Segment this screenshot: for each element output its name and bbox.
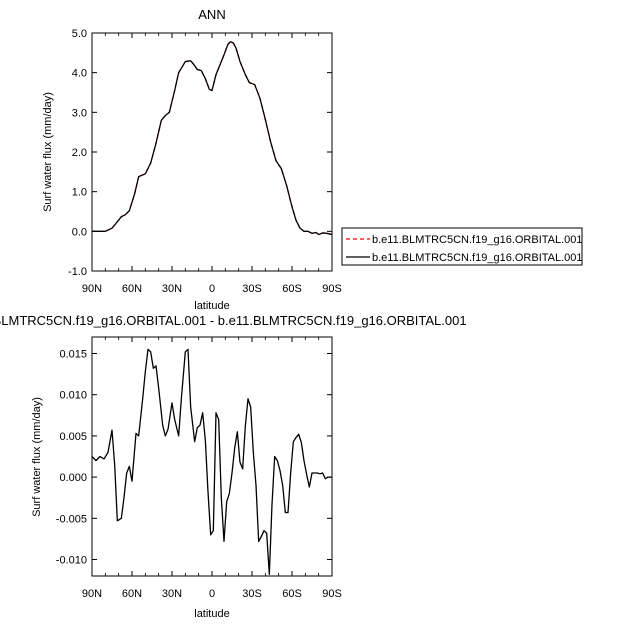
top-y-tick-label: -1.0: [68, 266, 87, 278]
bottom-y-tick-label: -0.005: [56, 513, 87, 525]
bottom-x-tick-label: 90S: [322, 588, 342, 600]
bottom-y-tick-label: 0.015: [59, 348, 87, 360]
bottom-y-tick-label: 0.000: [59, 472, 87, 484]
bottom-x-tick-label: 90N: [82, 588, 102, 600]
top-x-tick-label: 60S: [282, 283, 302, 295]
bottom-x-tick-label: 60S: [282, 588, 302, 600]
top-x-tick-label: 90N: [82, 283, 102, 295]
bottom-y-tick-label: -0.010: [56, 555, 87, 567]
top-y-axis-label: Surf water flux (mm/day): [42, 92, 54, 212]
bottom-x-axis-label: latitude: [194, 608, 229, 620]
top-plot-frame: [91, 32, 333, 272]
top-chart-title: ANN: [198, 7, 225, 22]
top-y-tick-label: 1.0: [72, 187, 87, 199]
legend-entry-1: b.e11.BLMTRC5CN.f19_g16.ORBITAL.001: [372, 234, 583, 246]
top-x-tick-label: 30N: [162, 283, 182, 295]
bottom-panel: b.e11.BLMTRC5CN.f19_g16.ORBITAL.001 - b.…: [0, 313, 467, 620]
top-x-tick-label: 60N: [122, 283, 142, 295]
top-x-tick-label: 30S: [242, 283, 262, 295]
top-y-tick-label: 2.0: [72, 147, 87, 159]
top-y-tick-label: 3.0: [72, 107, 87, 119]
top-series-line-2: [92, 41, 333, 236]
bottom-y-tick-label: 0.010: [59, 390, 87, 402]
bottom-x-tick-label: 0: [209, 588, 215, 600]
bottom-x-tick-label: 30S: [242, 588, 262, 600]
top-y-tick-label: 4.0: [72, 68, 87, 80]
bottom-series-line-1: [91, 348, 332, 575]
top-y-tick-label: 5.0: [72, 28, 87, 40]
legend-box: [341, 227, 583, 266]
top-x-axis-label: latitude: [194, 300, 229, 312]
top-panel: ANN 90N 60N 30N 0 30S 60S 90S -1.0 0.0 1.0 2.0 3.0 4…: [42, 7, 342, 312]
legend-entry-2: b.e11.BLMTRC5CN.f19_g16.ORBITAL.001: [372, 252, 583, 264]
bottom-plot-frame: [91, 336, 333, 577]
top-y-tick-label: 0.0: [72, 226, 87, 238]
bottom-y-axis-label: Surf water flux (mm/day): [31, 397, 43, 517]
top-series-line-1: [92, 41, 333, 236]
bottom-x-tick-label: 30N: [162, 588, 182, 600]
top-x-tick-label: 0: [209, 283, 215, 295]
legend: b.e11.BLMTRC5CN.f19_g16.ORBITAL.001 b.e1…: [341, 227, 583, 266]
bottom-y-tick-label: 0.005: [59, 431, 87, 443]
top-x-tick-label: 90S: [322, 283, 342, 295]
bottom-chart-title: b.e11.BLMTRC5CN.f19_g16.ORBITAL.001 - b.…: [0, 313, 467, 328]
bottom-x-tick-label: 60N: [122, 588, 142, 600]
